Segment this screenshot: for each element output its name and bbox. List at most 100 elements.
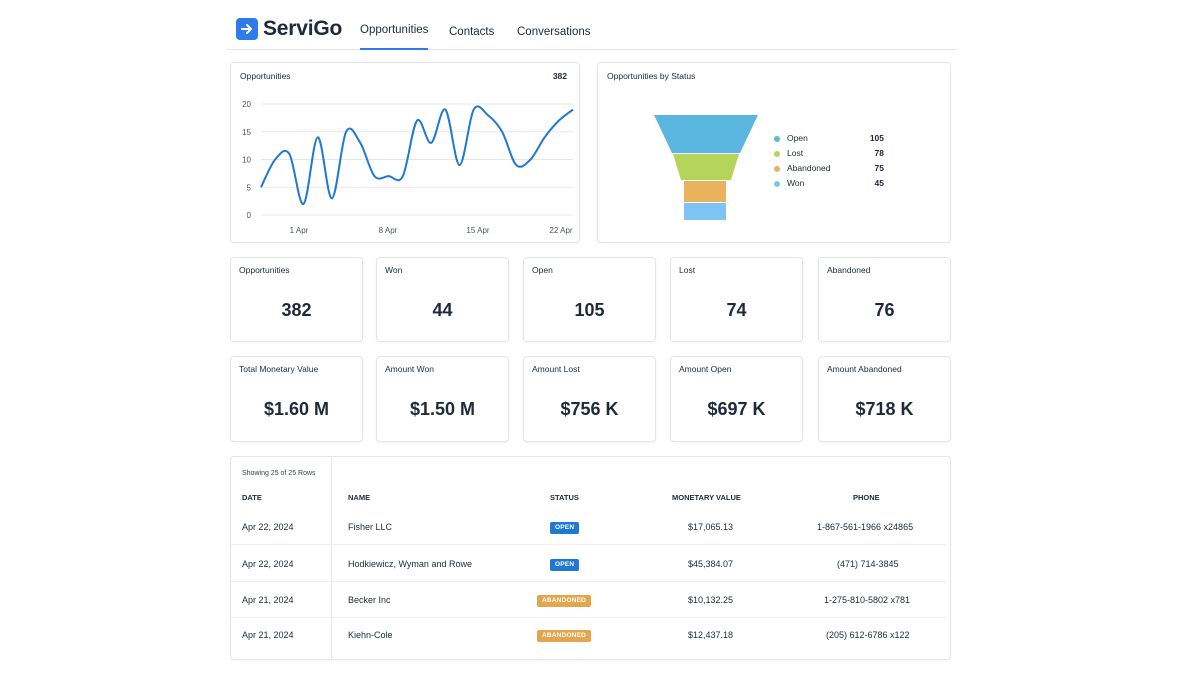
x-tick-label: 1 Apr [290,226,309,235]
kpi-card-total-value[interactable]: Total Monetary Value $1.60 M [230,356,363,442]
kpi-card-won[interactable]: Won 44 [376,257,509,342]
kpi-title: Abandoned [827,265,871,275]
status-badge: ABANDONED [537,630,592,642]
legend-label: Abandoned [787,163,831,173]
table-row[interactable]: Apr 22, 2024 Hodkiewicz, Wyman and Rowe … [231,546,946,582]
kpi-title: Amount Open [679,364,732,374]
opportunities-chart-card: Opportunities 382 0 5 10 15 20 1 Apr 8 Apr 15 A… [230,62,580,243]
kpi-title: Amount Lost [532,364,580,374]
y-tick-label: 15 [242,128,251,137]
legend-item: Won 45 [774,178,884,193]
x-tick-label: 15 Apr [466,226,489,235]
legend-value: 45 [874,178,884,188]
cell-date: Apr 22, 2024 [242,559,294,569]
kpi-card-amount-won[interactable]: Amount Won $1.50 M [376,356,509,442]
kpi-value: $718 K [855,399,914,419]
kpi-card-opportunities[interactable]: Opportunities 382 [230,257,363,342]
legend-label: Lost [787,148,804,158]
kpi-card-lost[interactable]: Lost 74 [670,257,803,342]
kpi-value: 76 [874,300,895,320]
kpi-value: $697 K [707,399,766,419]
funnel-stage-lost [673,154,739,180]
status-badge: ABANDONED [537,595,592,607]
cell-value: $10,132.25 [688,595,734,605]
cell-value: $12,437.18 [688,630,734,640]
status-funnel-chart [654,115,758,220]
status-badge: OPEN [550,522,580,534]
legend-label: Won [787,178,805,188]
cell-phone: 1-867-561-1966 x24865 [817,522,914,532]
kpi-card-abandoned[interactable]: Abandoned 76 [818,257,951,342]
app-logo[interactable]: ServiGo [236,17,342,41]
kpi-title: Won [385,265,403,275]
kpi-card-amount-lost[interactable]: Amount Lost $756 K [523,356,656,442]
funnel-stage-won [684,203,726,220]
legend-dot [774,181,780,187]
tab-opportunities[interactable]: Opportunities [360,24,429,50]
kpi-title: Lost [679,265,696,275]
arrow-right-icon [236,18,258,40]
y-tick-label: 5 [247,183,252,192]
table-row[interactable]: Apr 21, 2024 Kiehn-Cole ABANDONED $12,43… [231,617,946,653]
funnel-stage-abandoned [684,181,726,202]
tab-contacts[interactable]: Contacts [449,26,495,38]
y-tick-label: 0 [247,211,252,220]
x-tick-label: 8 Apr [379,226,398,235]
cell-name: Fisher LLC [348,522,393,532]
cell-date: Apr 22, 2024 [242,522,294,532]
kpi-title: Opportunities [239,265,290,275]
legend-dot [774,166,780,172]
legend-value: 75 [874,163,884,173]
kpi-card-amount-open[interactable]: Amount Open $697 K [670,356,803,442]
status-funnel-card: Opportunities by Status Open 105 Lost 78… [597,62,951,243]
cell-name: Hodkiewicz, Wyman and Rowe [348,559,472,569]
table-row[interactable]: Apr 21, 2024 Becker Inc ABANDONED $10,13… [231,582,946,618]
opportunities-line-chart: 0 5 10 15 20 1 Apr 8 Apr 15 Apr 22 Apr [242,100,574,235]
cell-date: Apr 21, 2024 [242,630,294,640]
kpi-title: Amount Abandoned [827,364,902,374]
cell-value: $45,384.07 [688,559,734,569]
chart-total: 382 [552,71,567,81]
app-name: ServiGo [263,17,343,40]
kpi-value: 382 [281,300,312,320]
series-line [260,105,574,205]
legend-label: Open [787,133,808,143]
column-header-value[interactable]: MONETARY VALUE [672,493,741,502]
column-divider [331,457,332,659]
top-nav: ServiGo Opportunities Contacts Conversat… [226,0,956,50]
column-header-status[interactable]: STATUS [550,493,579,502]
tab-conversations[interactable]: Conversations [517,26,591,38]
x-tick-label: 22 Apr [549,226,572,235]
legend-item: Abandoned 75 [774,163,884,178]
cell-phone: (471) 714-3845 [837,559,899,569]
legend-value: 105 [869,133,884,143]
funnel-stage-open [654,115,758,153]
kpi-title: Open [532,265,553,275]
funnel-legend: Open 105 Lost 78 Abandoned 75 Won 45 [774,133,884,193]
legend-item: Open 105 [774,133,884,148]
status-badge: OPEN [550,559,580,571]
cell-name: Kiehn-Cole [348,630,393,640]
column-header-name[interactable]: NAME [348,493,371,502]
funnel-title: Opportunities by Status [607,71,696,81]
dashboard: ServiGo Opportunities Contacts Conversat… [226,0,956,675]
table-row[interactable]: Apr 22, 2024 Fisher LLC OPEN $17,065.13 … [231,509,946,545]
legend-value: 78 [874,148,884,158]
kpi-title: Total Monetary Value [239,364,319,374]
column-header-phone[interactable]: PHONE [853,493,880,502]
kpi-card-amount-abandoned[interactable]: Amount Abandoned $718 K [818,356,951,442]
cell-phone: 1-275-810-5802 x781 [824,595,911,605]
row-count-note: Showing 25 of 25 Rows [242,470,316,477]
chart-title: Opportunities [240,71,291,81]
kpi-card-open[interactable]: Open 105 [523,257,656,342]
legend-dot [774,151,780,157]
y-tick-label: 20 [242,100,251,109]
kpi-value: $756 K [560,399,619,419]
kpi-value: $1.60 M [263,399,330,419]
kpi-value: 44 [432,300,453,320]
column-header-date[interactable]: DATE [242,493,262,502]
kpi-title: Amount Won [385,364,434,374]
opportunities-table: Showing 25 of 25 Rows DATE NAME STATUS M… [230,456,951,660]
y-tick-label: 10 [242,156,251,165]
cell-phone: (205) 612-6786 x122 [826,630,910,640]
